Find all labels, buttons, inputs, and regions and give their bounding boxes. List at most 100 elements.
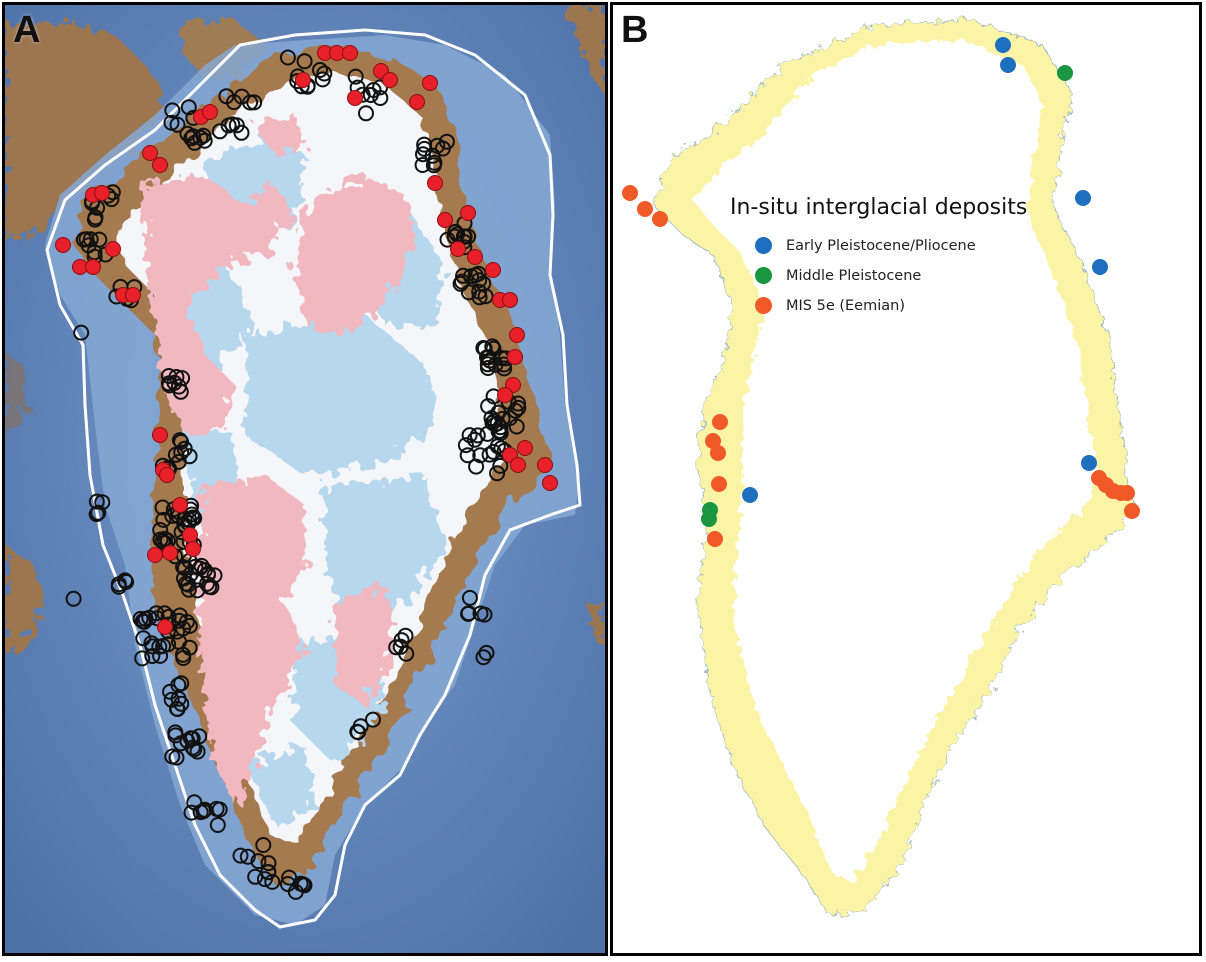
open-site-marker: [164, 748, 181, 765]
red-site-marker: [182, 527, 198, 543]
deposit-site-marker: [622, 185, 638, 201]
red-site-marker: [94, 185, 110, 201]
legend-item-middle-pleistocene: Middle Pleistocene: [755, 267, 921, 284]
open-site-marker: [459, 447, 476, 464]
open-site-marker: [250, 853, 267, 870]
open-site-marker: [510, 399, 527, 416]
open-site-marker: [362, 87, 379, 103]
open-site-marker: [182, 730, 199, 747]
deposit-site-marker: [742, 487, 758, 503]
red-site-marker: [152, 157, 168, 173]
deposit-site-marker: [1119, 485, 1135, 501]
open-site-marker: [160, 375, 177, 392]
open-site-marker: [501, 410, 518, 427]
interglacial-deposit-sites: [622, 37, 1140, 547]
deposit-site-marker: [1000, 57, 1016, 73]
open-site-marker: [255, 837, 272, 853]
open-site-marker: [480, 398, 497, 415]
open-site-marker: [242, 94, 259, 111]
open-site-marker: [489, 465, 506, 482]
open-site-marker: [141, 609, 158, 626]
legend-dot-blue: [755, 237, 772, 254]
open-site-marker: [260, 855, 277, 872]
open-site-marker: [347, 68, 364, 85]
red-site-marker: [85, 259, 101, 275]
open-site-marker: [162, 683, 179, 700]
legend-item-early-pleistocene: Early Pleistocene/Pliocene: [755, 237, 976, 254]
red-site-marker: [542, 475, 558, 491]
open-site-marker: [155, 638, 172, 654]
deposit-site-marker: [712, 414, 728, 430]
red-site-marker: [422, 75, 438, 91]
red-site-marker: [159, 467, 175, 483]
open-site-marker: [416, 136, 433, 153]
open-site-marker: [232, 847, 249, 864]
open-site-marker: [155, 511, 172, 528]
open-site-marker: [489, 438, 506, 455]
open-site-marker: [87, 209, 104, 226]
legend-title: In-situ interglacial deposits: [730, 195, 1028, 220]
open-site-marker: [65, 590, 82, 607]
open-site-marker: [256, 871, 273, 888]
deposit-site-marker: [710, 445, 726, 461]
open-site-marker: [233, 124, 250, 141]
open-site-marker: [183, 130, 200, 147]
open-site-marker: [173, 695, 190, 712]
red-site-marker: [295, 72, 311, 88]
deposit-site-marker: [711, 476, 727, 492]
red-site-marker: [517, 440, 533, 456]
deposit-site-marker: [705, 433, 721, 449]
red-site-marker: [467, 249, 483, 265]
deposit-site-marker: [707, 531, 723, 547]
red-site-marker: [162, 545, 178, 561]
open-site-marker: [88, 493, 105, 510]
greenland-ice-free-coast: [652, 19, 1134, 916]
deposit-site-marker: [1057, 65, 1073, 81]
open-site-marker: [455, 267, 472, 284]
legend-label: MIS 5e (Eemian): [786, 297, 905, 314]
open-site-marker: [196, 801, 213, 818]
surrounding-land: [5, 5, 605, 655]
red-site-marker: [497, 387, 513, 403]
open-site-marker: [414, 157, 431, 173]
red-site-marker: [450, 241, 466, 257]
red-site-marker: [157, 619, 173, 635]
open-site-marker: [78, 231, 95, 248]
open-site-marker: [475, 649, 492, 666]
deposit-site-marker: [1081, 455, 1097, 471]
open-site-marker: [472, 447, 489, 464]
study-area-outline: [45, 28, 582, 929]
open-site-marker: [480, 349, 497, 366]
open-site-marker: [90, 504, 107, 521]
red-site-marker: [347, 90, 363, 106]
open-site-marker: [312, 62, 328, 78]
open-site-marker: [287, 883, 304, 900]
panel-a-map: A: [2, 2, 608, 956]
open-site-marker: [209, 817, 226, 833]
red-site-marker: [202, 104, 218, 120]
open-site-marker: [477, 288, 494, 305]
open-site-marker: [171, 432, 188, 449]
open-site-marker: [455, 228, 472, 245]
open-site-marker: [452, 275, 469, 292]
red-filled-sites: [55, 45, 558, 635]
open-site-marker: [181, 639, 198, 656]
open-site-marker: [163, 691, 180, 708]
open-site-marker: [218, 88, 235, 105]
open-site-marker: [184, 739, 201, 756]
open-site-marker: [510, 395, 527, 412]
panel-b-map: B In-situ interglacial deposits Early Pl…: [610, 2, 1202, 956]
open-site-marker: [447, 223, 464, 240]
red-site-marker: [485, 262, 501, 278]
red-site-marker: [502, 292, 518, 308]
legend-dot-orange: [755, 297, 772, 314]
red-site-marker: [409, 94, 425, 110]
open-site-marker: [201, 578, 218, 595]
open-site-marker: [169, 116, 186, 133]
open-site-marker: [220, 117, 237, 134]
open-site-marker: [365, 711, 381, 728]
open-site-marker: [457, 437, 474, 454]
open-site-marker: [73, 324, 90, 341]
open-site-marker: [486, 412, 503, 429]
open-site-marker: [186, 134, 203, 151]
